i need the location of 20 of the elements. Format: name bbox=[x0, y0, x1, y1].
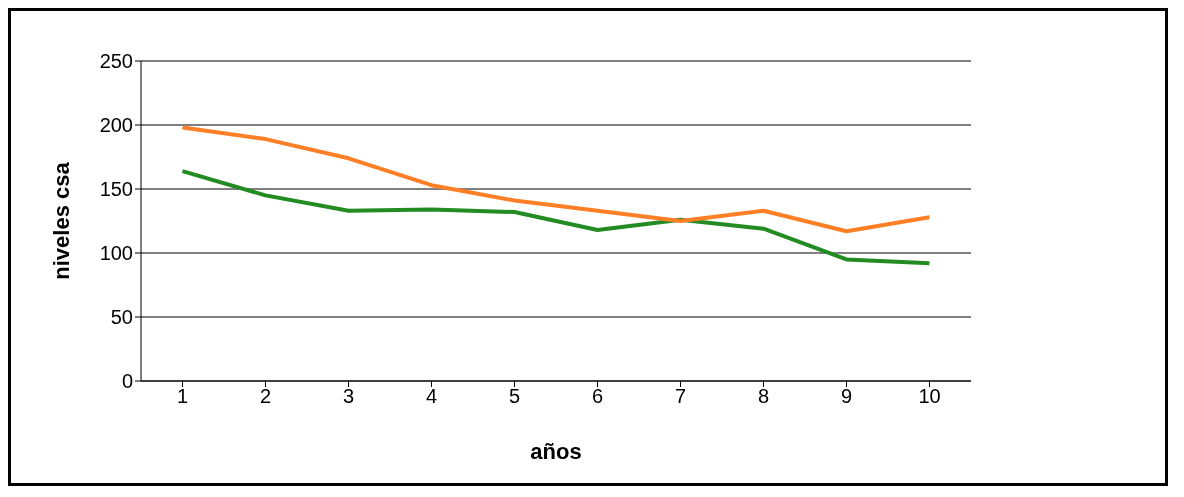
line-series bbox=[180, 125, 932, 234]
y-tick-label: 50 bbox=[110, 306, 133, 329]
x-tick-label: 8 bbox=[757, 385, 770, 408]
y-tick-label: 150 bbox=[99, 178, 133, 201]
x-tick-label: 9 bbox=[840, 385, 853, 408]
x-tick-label: 5 bbox=[508, 385, 521, 408]
line-series bbox=[180, 169, 932, 266]
y-tick-label: 250 bbox=[99, 50, 133, 73]
x-axis-title: años bbox=[530, 439, 582, 464]
x-tick-label: 3 bbox=[342, 385, 355, 408]
y-tick-label: 200 bbox=[99, 114, 133, 137]
x-tick-label: 2 bbox=[259, 385, 272, 408]
x-tick-label: 1 bbox=[176, 385, 189, 408]
x-tick-label: 6 bbox=[591, 385, 604, 408]
x-tick-label: 7 bbox=[674, 385, 687, 408]
x-tick-label: 10 bbox=[918, 385, 941, 408]
y-tick-label: 0 bbox=[121, 370, 133, 393]
x-tick-label: 4 bbox=[425, 385, 438, 408]
y-tick-label: 100 bbox=[99, 242, 133, 265]
y-axis-title: niveles csa bbox=[48, 161, 74, 280]
